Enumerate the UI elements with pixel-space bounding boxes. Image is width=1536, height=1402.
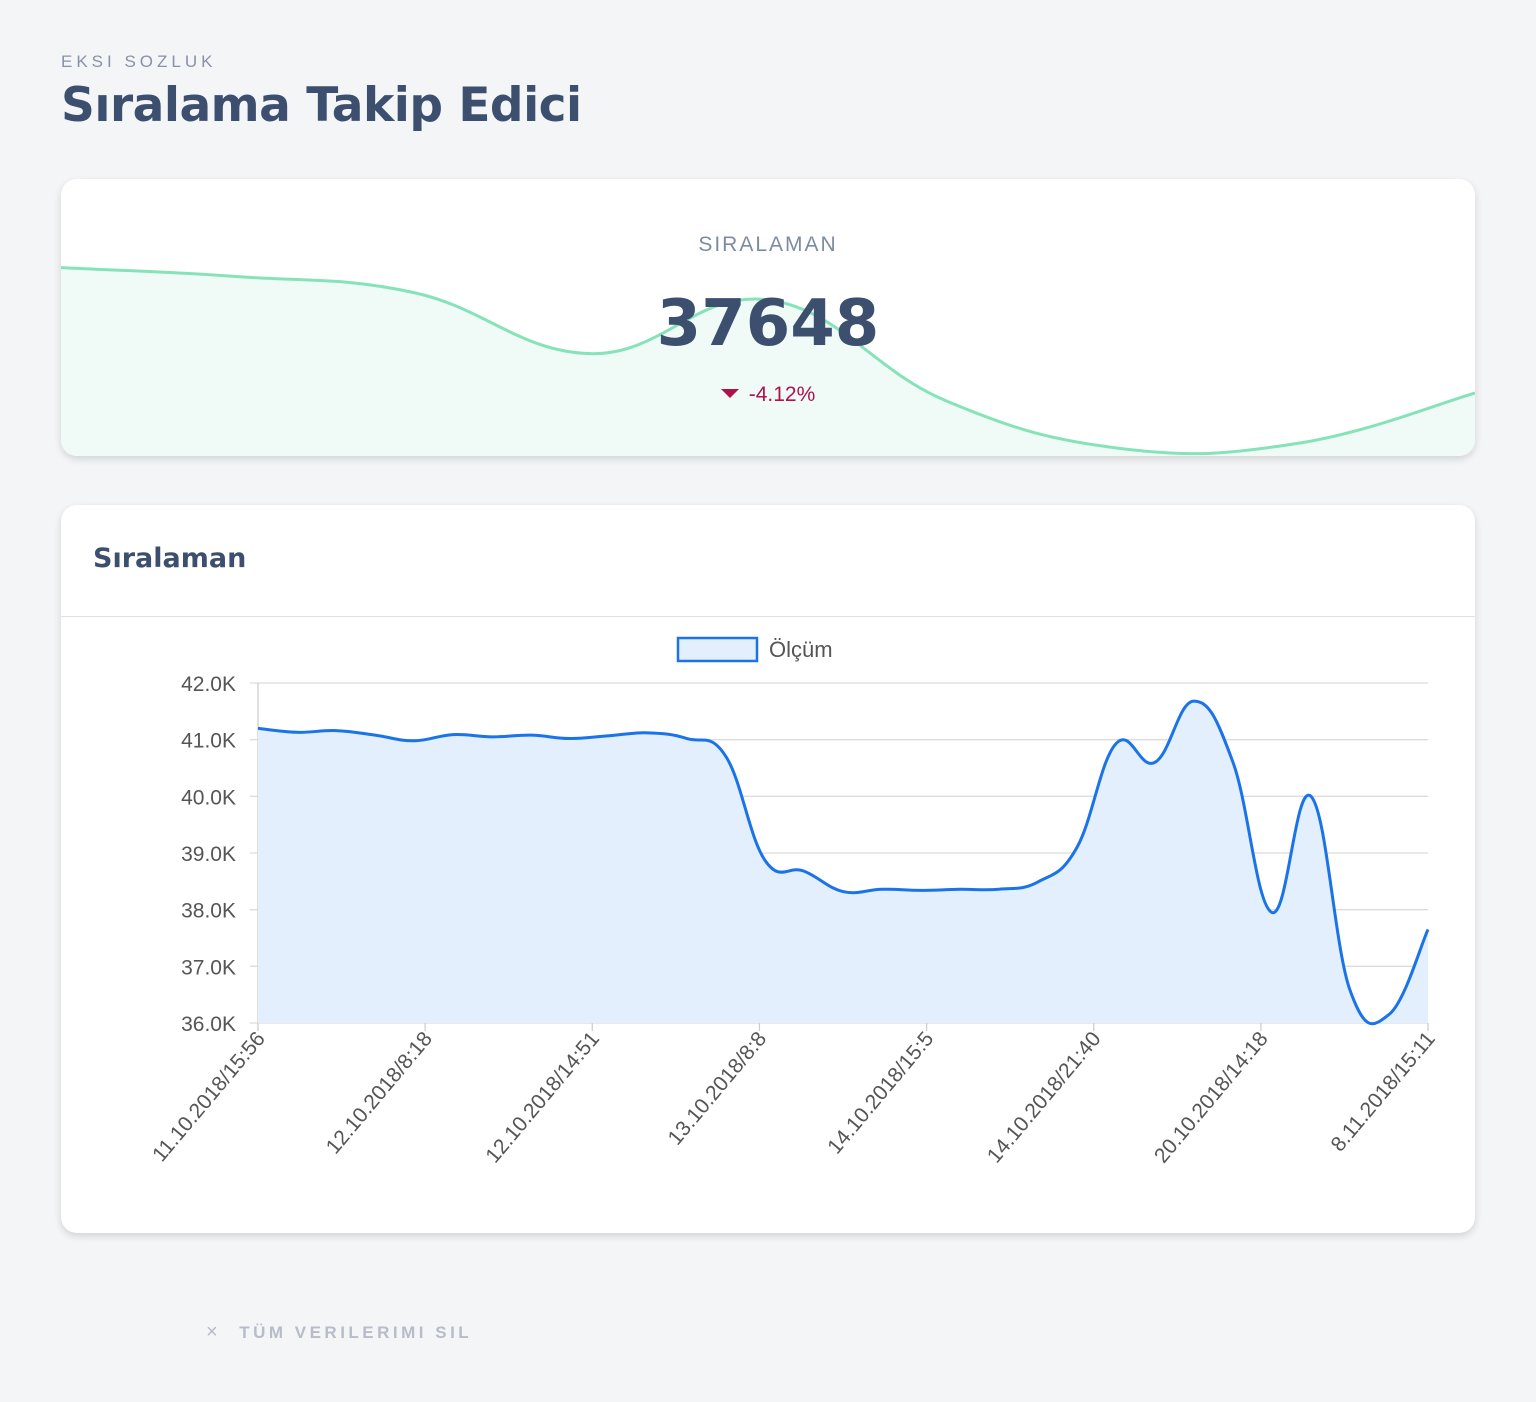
y-tick-label: 40.0K [181, 786, 236, 809]
series-line-olcum [257, 699, 1430, 1026]
x-tick-label: 8.11.2018/15:11 [1327, 1027, 1440, 1156]
delete-all-data-button[interactable]: × TÜM VERILERIMI SIL [206, 1321, 472, 1344]
ranking-sparkline [61, 266, 1475, 456]
y-tick-label: 38.0K [181, 900, 236, 923]
y-tick-label: 41.0K [181, 730, 236, 753]
app-eyebrow: EKSI SOZLUK [61, 52, 217, 71]
sparkline-area [61, 267, 1475, 456]
y-tick-label: 36.0K [181, 1013, 236, 1036]
page-title: Sıralama Takip Edici [61, 78, 582, 133]
legend-label: Ölçüm [769, 637, 833, 662]
x-tick-label: 12.10.2018/8:18 [322, 1027, 437, 1158]
legend-swatch [676, 636, 759, 663]
close-icon: × [206, 1321, 222, 1343]
chart-title: Sıralaman [93, 543, 247, 574]
sparkline-line [61, 266, 1475, 456]
stat-label: SIRALAMAN [698, 233, 838, 256]
series-area-olcum [258, 701, 1428, 1024]
y-tick-label: 39.0K [181, 843, 236, 866]
x-tick-label: 11.10.2018/15:56 [148, 1027, 270, 1166]
x-tick-label: 14.10.2018/21:40 [983, 1027, 1106, 1167]
stat-value: 37648 [656, 287, 880, 361]
y-tick-label: 42.0K [181, 673, 236, 696]
ranking-stat-card: SIRALAMAN 37648 -4.12% [61, 179, 1475, 456]
stat-delta: -4.12% [61, 383, 1475, 407]
chart-legend[interactable]: Ölçüm [676, 636, 833, 663]
x-tick-label: 12.10.2018/14:51 [481, 1027, 604, 1167]
card-divider [61, 616, 1475, 617]
ranking-chart-card: Sıralaman Ölçüm 36.0K 37.0K 38.0K 39.0K 40.0K… [61, 505, 1475, 1233]
ranking-line-chart: Ölçüm 36.0K 37.0K 38.0K 39.0K 40.0K 41.0K 42.0K… [148, 636, 1440, 1167]
delete-all-data-label: TÜM VERILERIMI SIL [239, 1323, 473, 1342]
page-header: EKSI SOZLUK Sıralama Takip Edici [61, 52, 582, 133]
x-tick-label: 13.10.2018/8:8 [664, 1027, 772, 1149]
x-tick-label: 14.10.2018/15:5 [823, 1027, 938, 1158]
stat-delta-text: -4.12% [748, 383, 816, 406]
y-tick-label: 37.0K [181, 956, 236, 979]
caret-down-icon [720, 388, 739, 398]
x-tick-label: 20.10.2018/14:18 [1150, 1027, 1273, 1167]
